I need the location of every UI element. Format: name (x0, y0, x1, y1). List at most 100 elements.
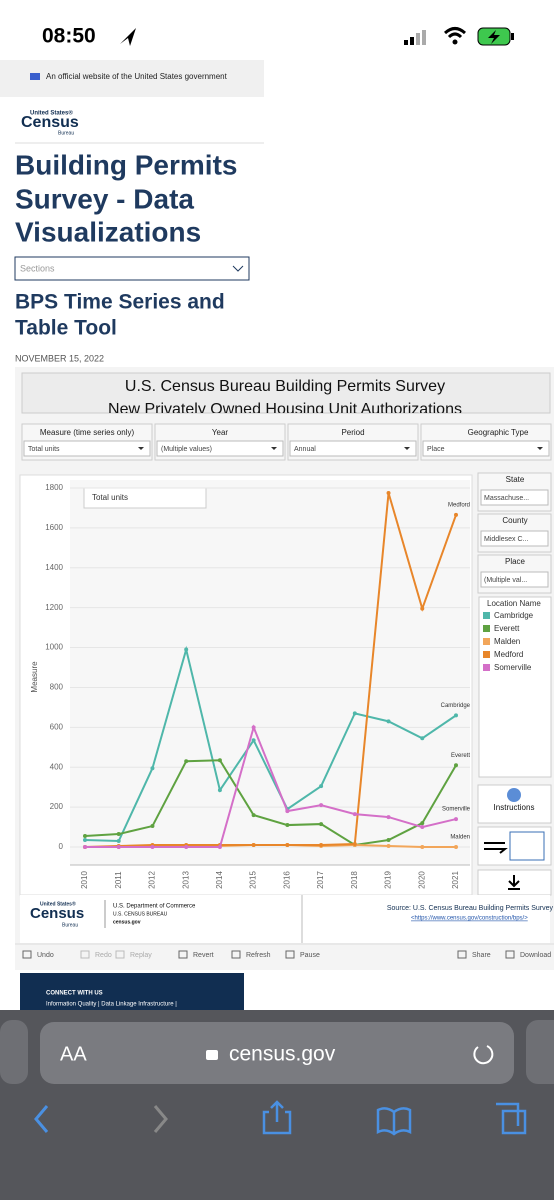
tabs-button[interactable] (496, 1102, 527, 1135)
data-point (285, 843, 290, 848)
data-point (386, 844, 391, 849)
page-title: Survey - Data (15, 183, 194, 214)
download-icon (508, 875, 520, 890)
end-label: Malden (450, 835, 470, 841)
toolbar-button[interactable]: Undo (37, 952, 54, 959)
filter-value: Massachuse... (484, 495, 529, 502)
share-button[interactable] (262, 1100, 292, 1135)
data-point (251, 725, 256, 730)
sections-select[interactable] (14, 256, 250, 281)
dashboard-title-2: New Privately Owned Housing Unit Authori… (108, 401, 462, 418)
filter-label: Year (212, 428, 229, 437)
chevron (232, 265, 244, 272)
data-point (352, 812, 357, 817)
data-point (420, 845, 425, 849)
logo-main: Census (21, 114, 79, 131)
y-tick-label: 1200 (45, 603, 63, 612)
filter-select[interactable] (289, 440, 417, 457)
data-point (251, 813, 256, 818)
toolbar-button[interactable]: Pause (300, 952, 320, 959)
reader-button[interactable]: AA (60, 1043, 87, 1065)
dropdown-arrow (138, 447, 144, 450)
data-point (319, 822, 324, 827)
filter-label: Period (341, 428, 364, 437)
data-point (251, 843, 256, 848)
forward-button[interactable] (153, 1105, 168, 1133)
legend-items: Cambridge Everett Malden Medford Somerville (483, 611, 534, 672)
filter-select[interactable] (23, 440, 151, 457)
data-point (285, 809, 290, 814)
x-tick-label: 2016 (282, 871, 291, 889)
filter-select[interactable] (480, 571, 549, 588)
data-point (116, 832, 121, 837)
data-point (454, 845, 458, 849)
footer-link[interactable]: <https://www.census.gov/construction/bps… (411, 916, 528, 922)
flag-icon (30, 73, 40, 80)
data-point (352, 842, 357, 847)
filter-value: (Multiple val... (484, 577, 527, 584)
data-point (83, 845, 87, 849)
data-point (454, 817, 458, 822)
toolbar-button[interactable]: Revert (193, 952, 214, 959)
toolbar-button[interactable]: Refresh (246, 952, 271, 959)
data-point (251, 738, 256, 743)
x-tick-label: 2011 (114, 871, 123, 889)
x-tick-label: 2012 (148, 871, 157, 889)
page-title: Visualizations (15, 216, 201, 247)
legend-swatch (483, 638, 490, 645)
table-icon (509, 831, 545, 861)
y-tick-label: 800 (50, 683, 64, 692)
bookmarks-button[interactable] (376, 1107, 412, 1136)
toolbar-button[interactable]: Share (472, 952, 491, 959)
end-label: Cambridge (441, 703, 471, 709)
toolbar-icon (231, 950, 241, 959)
toolbar-button[interactable]: Download (520, 952, 551, 959)
series-line (84, 645, 457, 843)
legend-label: Malden (494, 637, 520, 646)
end-label: Somerville (442, 807, 471, 813)
data-point (420, 606, 425, 611)
signal-icon (404, 30, 426, 45)
filter-select[interactable] (156, 440, 284, 457)
y-tick-label: 1600 (45, 523, 63, 532)
data-point (386, 719, 391, 724)
line-chart: 0 200 400 600 800 1000 1200 1400 1600 1800 2010 201… (45, 483, 470, 889)
data-point (150, 845, 155, 849)
footer-site: census.gov (113, 919, 141, 925)
legend-label: Cambridge (494, 611, 534, 620)
download-button[interactable] (477, 869, 552, 896)
connect-title: CONNECT WITH US (46, 991, 103, 997)
footer-logo-bottom: Bureau (62, 922, 78, 928)
toolbar-button[interactable]: Redo (95, 952, 112, 959)
toolbar-button[interactable]: Replay (130, 952, 152, 959)
end-label: Everett (451, 753, 470, 759)
data-point (184, 845, 189, 849)
dashboard-title: U.S. Census Bureau Building Permits Surv… (125, 378, 445, 395)
reload-icon[interactable] (473, 1045, 494, 1065)
back-button[interactable] (34, 1105, 49, 1133)
url-bar[interactable] (40, 1022, 514, 1084)
data-point (352, 711, 357, 716)
legend-swatch (483, 625, 490, 632)
filter-label: Place (505, 557, 526, 566)
legend-title: Location Name (487, 599, 541, 608)
y-tick-label: 1000 (45, 643, 63, 652)
toolbar-icon (285, 950, 295, 959)
battery-icon (477, 27, 514, 46)
series-line (84, 492, 457, 848)
x-tick-label: 2018 (350, 871, 359, 889)
location-icon (120, 28, 136, 46)
filter-select[interactable] (480, 530, 549, 547)
series-line (85, 724, 457, 848)
filter-label: Geographic Type (468, 428, 529, 437)
filter-select[interactable] (480, 489, 549, 506)
connect-box (20, 973, 244, 1013)
gov-banner-text: An official website of the United States… (46, 72, 228, 81)
lock-icon (206, 1050, 218, 1060)
x-tick-label: 2015 (249, 871, 258, 889)
filter-select[interactable] (422, 440, 550, 457)
dropdown-arrow (537, 447, 543, 450)
side-filters: State Massachuse... County Middlesex C... Pl… (477, 472, 552, 594)
data-point (116, 845, 121, 849)
tab-preview (526, 1020, 554, 1084)
